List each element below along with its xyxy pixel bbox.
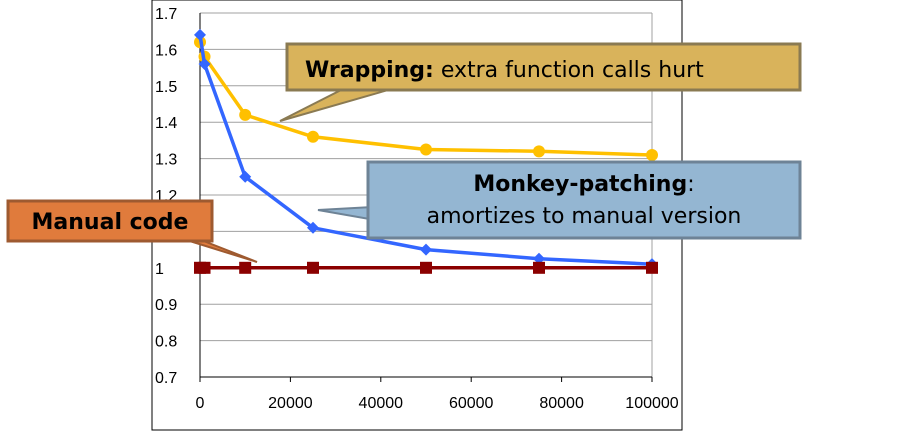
wrapping-callout-text: Wrapping: extra function calls hurt (305, 58, 704, 83)
x-tick-label: 80000 (539, 395, 584, 412)
monkey-callout-line1: Monkey-patching: (473, 172, 694, 197)
x-tick-label: 60000 (449, 395, 494, 412)
wrapping-callout-box (285, 42, 802, 92)
data-point (420, 243, 432, 256)
data-point (194, 28, 206, 41)
monkey-callout-bold: Monkey-patching (473, 172, 687, 197)
data-point (533, 261, 545, 274)
wrapping-callout-bold: Wrapping: (305, 58, 434, 83)
monkey-callout-line2: amortizes to manual version (427, 204, 742, 229)
y-tick-labels: 0.70.80.911.11.21.31.41.51.61.7 (155, 6, 177, 387)
y-tick-label: 1.7 (155, 6, 177, 23)
data-point (198, 57, 211, 70)
data-point (420, 261, 432, 274)
y-tick-label: 0.9 (155, 297, 177, 314)
y-tick-label: 1.4 (155, 115, 177, 132)
data-point (239, 108, 252, 121)
wrapping-callout-pointer (279, 87, 396, 122)
monkey-callout-colon: : (687, 172, 694, 197)
data-point (307, 221, 319, 234)
manual-callout-box (6, 199, 214, 243)
y-tick-label: 0.7 (155, 370, 177, 387)
manual-callout-text: Manual code (32, 210, 189, 235)
series-1 (194, 28, 658, 271)
y-tick-label: 1.5 (155, 79, 177, 96)
x-tick-label: 100000 (625, 395, 678, 412)
series-2 (194, 261, 658, 274)
data-point (198, 261, 211, 274)
x-tick-labels: 0 20000 40000 60000 80000 100000 (196, 377, 679, 412)
data-point (307, 130, 319, 143)
data-point (307, 261, 319, 274)
data-point (533, 252, 545, 265)
series-group (194, 28, 658, 274)
data-point (646, 261, 658, 274)
y-tick-label: 0.8 (155, 334, 177, 351)
data-point (646, 148, 658, 161)
x-tick-label: 0 (196, 395, 205, 412)
monkey-callout-box (366, 160, 802, 240)
data-point (533, 145, 545, 158)
x-tick-label: 40000 (359, 395, 404, 412)
wrapping-callout-rest: extra function calls hurt (434, 58, 704, 83)
x-tick-label: 20000 (268, 395, 313, 412)
data-point (239, 170, 252, 183)
y-tick-label: 1 (155, 261, 164, 278)
data-point (239, 261, 252, 274)
y-tick-label: 1.3 (155, 152, 177, 169)
y-tick-label: 1.6 (155, 42, 177, 59)
data-point (420, 143, 432, 156)
